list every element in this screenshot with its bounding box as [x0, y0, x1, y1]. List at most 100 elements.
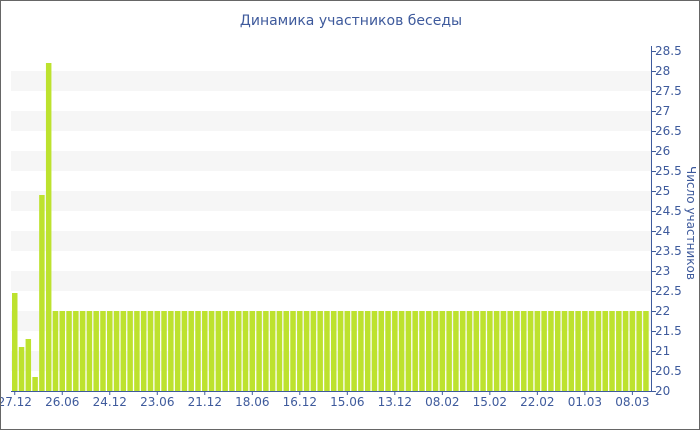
bar — [290, 311, 296, 391]
x-tick-label: 21.12 — [188, 395, 222, 409]
bar — [453, 311, 459, 391]
bar — [575, 311, 581, 391]
bar — [202, 311, 208, 391]
bar — [45, 63, 52, 391]
bar — [500, 311, 507, 391]
bar — [66, 311, 72, 391]
bar — [208, 311, 215, 391]
bar — [303, 311, 310, 391]
bar — [310, 311, 317, 391]
bar — [276, 311, 283, 391]
bar — [161, 311, 167, 391]
bar — [582, 311, 588, 391]
bar — [554, 311, 561, 391]
y-axis-label: Число участников — [684, 166, 698, 280]
bar — [113, 311, 120, 391]
y-tick-label: 27 — [655, 104, 670, 118]
bar — [602, 311, 608, 391]
bar — [79, 311, 86, 391]
bar — [93, 311, 99, 391]
bar — [140, 311, 147, 391]
bar — [364, 311, 371, 391]
bar — [18, 347, 25, 391]
y-tick-label: 20 — [655, 384, 670, 398]
bar — [188, 311, 194, 391]
x-tick-label: 22.02 — [520, 395, 554, 409]
bar — [493, 311, 500, 391]
x-tick-label: 16.12 — [283, 395, 317, 409]
bar — [507, 311, 513, 391]
bar — [12, 293, 18, 391]
bar — [385, 311, 391, 391]
bar — [636, 311, 642, 391]
bar — [283, 311, 289, 391]
bar — [59, 311, 65, 391]
y-tick-label: 25 — [655, 184, 670, 198]
bar — [439, 311, 446, 391]
bar — [127, 311, 133, 391]
x-tick-label: 23.06 — [140, 395, 174, 409]
grid-band — [11, 111, 651, 131]
bar — [426, 311, 432, 391]
bar — [73, 311, 79, 391]
bar — [242, 311, 249, 391]
bar — [595, 311, 602, 391]
bar — [249, 311, 256, 391]
bar — [222, 311, 228, 391]
bar — [351, 311, 357, 391]
bar — [120, 311, 127, 391]
bar — [609, 311, 615, 391]
chart-title: Динамика участников беседы — [239, 13, 463, 29]
bar — [561, 311, 568, 391]
y-tick-label: 22 — [655, 304, 670, 318]
x-tick-label: 08.02 — [425, 395, 459, 409]
y-tick-label: 22.5 — [655, 284, 682, 298]
y-tick-label: 27.5 — [655, 84, 682, 98]
bar — [487, 311, 493, 391]
y-tick-label: 25.5 — [655, 164, 682, 178]
x-tick-label: 08.03 — [615, 395, 649, 409]
grid-band — [11, 231, 651, 251]
x-tick-label: 15.06 — [330, 395, 364, 409]
bar — [527, 311, 534, 391]
x-tick-label: 18.06 — [235, 395, 269, 409]
bar — [514, 311, 520, 391]
grid-band — [11, 151, 651, 171]
bar — [331, 311, 337, 391]
x-tick-label: 27.12 — [1, 395, 32, 409]
bar — [371, 311, 378, 391]
grid-band — [11, 71, 651, 91]
bar — [405, 311, 412, 391]
bar — [480, 311, 486, 391]
bar — [412, 311, 418, 391]
bar — [269, 311, 276, 391]
x-tick-label: 01.03 — [568, 395, 602, 409]
bar — [616, 311, 622, 391]
bar — [446, 311, 452, 391]
bar — [521, 311, 527, 391]
bar — [541, 311, 547, 391]
bar — [147, 311, 154, 391]
bar — [134, 311, 140, 391]
bar — [588, 311, 595, 391]
bar — [181, 311, 188, 391]
bar — [168, 311, 174, 391]
bar — [459, 311, 466, 391]
bar — [39, 195, 45, 391]
bar — [337, 311, 344, 391]
bar — [534, 311, 541, 391]
bar — [432, 311, 439, 391]
bar — [235, 311, 242, 391]
x-tick-label: 13.12 — [378, 395, 412, 409]
y-tick-label: 26.5 — [655, 124, 682, 138]
bar — [622, 311, 629, 391]
bar — [548, 311, 554, 391]
grid-band — [11, 271, 651, 291]
bar — [32, 377, 38, 391]
bar — [154, 311, 161, 391]
bar — [195, 311, 201, 391]
x-tick-label: 26.06 — [45, 395, 79, 409]
bar — [263, 311, 269, 391]
